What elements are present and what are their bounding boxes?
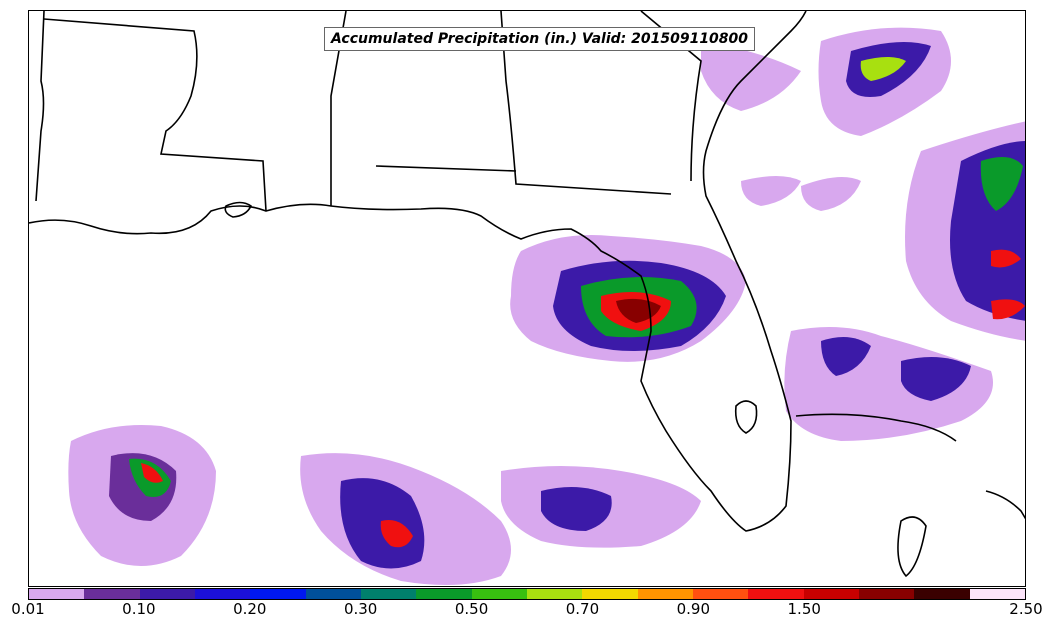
colorbar-tick-label: 0.50 xyxy=(454,600,489,618)
colorbar-tick-label: 2.50 xyxy=(1009,600,1043,618)
colorbar-segment xyxy=(692,589,749,599)
colorbar-segment xyxy=(858,589,915,599)
colorbar-segment xyxy=(526,589,583,599)
colorbar-segment xyxy=(416,589,472,599)
precipitation-colorbar xyxy=(28,588,1026,600)
colorbar-segment xyxy=(803,589,859,599)
colorbar-segment xyxy=(305,589,361,599)
colorbar-segment xyxy=(194,589,251,599)
colorbar-tick-label: 0.30 xyxy=(343,600,378,618)
colorbar-segment xyxy=(360,589,417,599)
colorbar-segment xyxy=(84,589,140,599)
colorbar-segment xyxy=(471,589,527,599)
colorbar-segment xyxy=(139,589,195,599)
colorbar-segment xyxy=(582,589,638,599)
colorbar-tick-label: 0.90 xyxy=(676,600,711,618)
colorbar-segment xyxy=(250,589,306,599)
map-title: Accumulated Precipitation (in.) Valid: 2… xyxy=(324,27,756,51)
colorbar-segment xyxy=(914,589,970,599)
colorbar-tick-label: 0.20 xyxy=(233,600,267,618)
colorbar-segment xyxy=(748,589,804,599)
colorbar-tick-label: 0.10 xyxy=(122,600,156,618)
colorbar-tick-label: 1.50 xyxy=(787,600,821,618)
colorbar-segment xyxy=(969,589,1025,599)
coastlines-and-borders xyxy=(29,11,1025,578)
colorbar-segment xyxy=(29,589,85,599)
precip-shading-heavy xyxy=(129,57,1025,548)
colorbar-segment xyxy=(637,589,693,599)
colorbar-tick-label: 0.70 xyxy=(565,600,600,618)
map-panel: Accumulated Precipitation (in.) Valid: 2… xyxy=(28,10,1026,587)
precipitation-map xyxy=(29,11,1025,585)
colorbar-tick-label: 0.01 xyxy=(11,600,45,618)
